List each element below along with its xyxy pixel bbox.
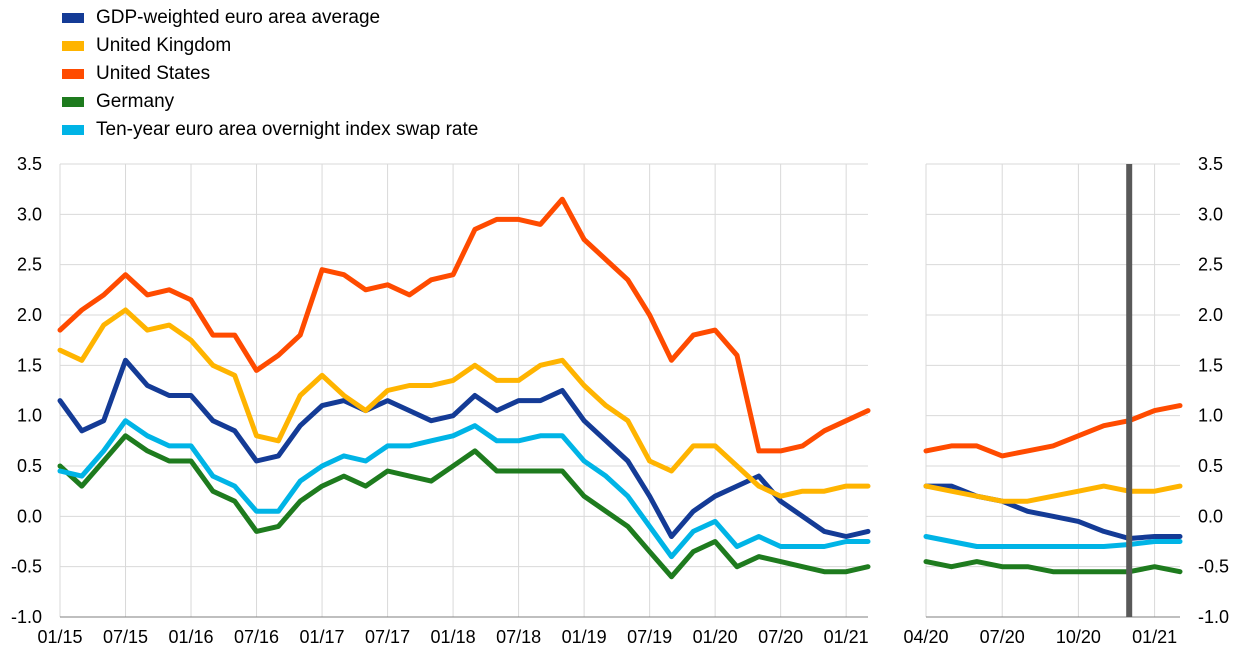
- x-tick-label: 01/19: [562, 627, 607, 647]
- legend-label-gdp-weighted-euro-area-average: GDP-weighted euro area average: [96, 7, 381, 28]
- legend-swatch-germany: [62, 97, 84, 107]
- y-tick-label: 1.5: [17, 355, 42, 375]
- legend-label-germany: Germany: [96, 91, 175, 112]
- x-tick-label: 01/18: [431, 627, 476, 647]
- y-tick-label: 2.0: [1198, 305, 1223, 325]
- x-tick-label: 07/17: [365, 627, 410, 647]
- series-line-united-states: [57, 196, 871, 454]
- legend: GDP-weighted euro area average United Ki…: [62, 4, 478, 144]
- y-tick-label: -0.5: [1198, 557, 1229, 577]
- series-line-ten-year-euro-area-overnight-index-swap-rate: [57, 418, 871, 560]
- panel-recent: 3.5 3.0 2.5 2.0 1.5 1.0 0.5 0.0 -0.5 -1.0 04/20 07/…: [903, 154, 1229, 647]
- x-tick-label: 01/21: [824, 627, 869, 647]
- legend-item-germany: Germany: [62, 88, 478, 116]
- y-tick-label: 1.0: [17, 406, 42, 426]
- y-tick-label: 0.0: [1198, 506, 1223, 526]
- x-tick-label: 07/16: [234, 627, 279, 647]
- legend-label-united-kingdom: United Kingdom: [96, 35, 232, 56]
- y-tick-label: 3.0: [17, 204, 42, 224]
- panel-main: 3.5 3.0 2.5 2.0 1.5 1.0 0.5 0.0 -0.5 -1.001/15 07/…: [11, 154, 871, 647]
- series-line-united-states: [923, 403, 1183, 459]
- y-tick-label: 3.0: [1198, 204, 1223, 224]
- x-tick-label: 07/20: [980, 627, 1025, 647]
- legend-label-united-states: United States: [96, 63, 211, 84]
- x-tick-label: 01/20: [693, 627, 738, 647]
- series-line-ten-year-euro-area-overnight-index-swap-rate: [923, 534, 1183, 549]
- y-tick-label: 2.5: [1198, 255, 1223, 275]
- y-tick-label: -0.5: [11, 557, 42, 577]
- series-line-gdp-weighted-euro-area-average: [57, 357, 871, 539]
- y-tick-label: -1.0: [11, 607, 42, 627]
- series-line-germany: [923, 559, 1183, 575]
- legend-swatch-gdp-weighted-euro-area-average: [62, 13, 84, 23]
- x-tick-label: 01/21: [1132, 627, 1177, 647]
- legend-item-gdp-weighted-euro-area-average: GDP-weighted euro area average: [62, 4, 478, 32]
- y-tick-label: 0.0: [17, 506, 42, 526]
- series-line-united-kingdom: [57, 307, 871, 499]
- x-tick-label: 01/17: [300, 627, 345, 647]
- y-tick-label: 0.5: [1198, 456, 1223, 476]
- legend-item-ten-year-ois: Ten-year euro area overnight index swap …: [62, 116, 478, 144]
- y-tick-label: 1.0: [1198, 406, 1223, 426]
- x-tick-label: 04/20: [903, 627, 948, 647]
- x-tick-label: 07/20: [758, 627, 803, 647]
- legend-item-united-states: United States: [62, 60, 478, 88]
- y-tick-label: 0.5: [17, 456, 42, 476]
- x-tick-label: 01/16: [169, 627, 214, 647]
- legend-label-ten-year-ois: Ten-year euro area overnight index swap …: [96, 119, 479, 140]
- legend-swatch-united-kingdom: [62, 41, 84, 51]
- x-tick-label: 07/15: [103, 627, 148, 647]
- x-tick-label: 01/15: [37, 627, 82, 647]
- y-tick-label: -1.0: [1198, 607, 1229, 627]
- y-tick-label: 3.5: [17, 154, 42, 174]
- x-tick-label: 07/19: [627, 627, 672, 647]
- series-line-germany: [57, 433, 871, 580]
- x-tick-label: 07/18: [496, 627, 541, 647]
- x-tick-label: 10/20: [1056, 627, 1101, 647]
- y-tick-label: 2.5: [17, 255, 42, 275]
- y-tick-label: 1.5: [1198, 355, 1223, 375]
- y-tick-label: 3.5: [1198, 154, 1223, 174]
- legend-swatch-ten-year-ois: [62, 125, 84, 135]
- legend-item-united-kingdom: United Kingdom: [62, 32, 478, 60]
- y-tick-label: 2.0: [17, 305, 42, 325]
- legend-swatch-united-states: [62, 69, 84, 79]
- series-line-united-kingdom: [923, 483, 1183, 504]
